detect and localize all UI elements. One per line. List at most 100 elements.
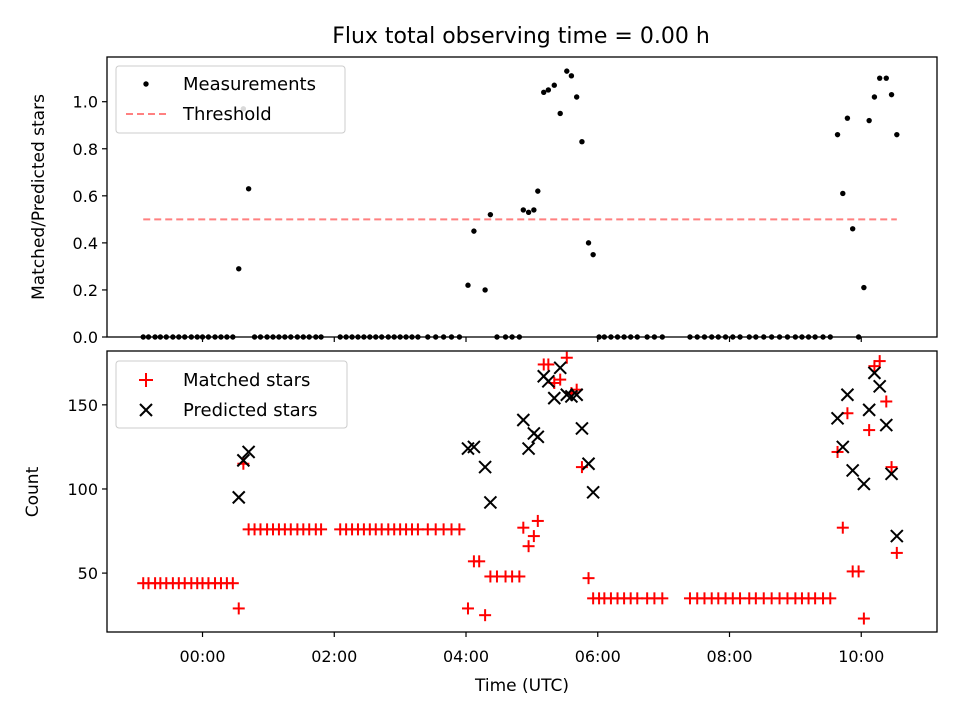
- top-y-axis-label: Matched/Predicted stars: [29, 94, 49, 300]
- measurement-point: [871, 94, 878, 100]
- measurement-point: [834, 131, 841, 138]
- predicted-star-point: [547, 391, 561, 405]
- measurement-point: [471, 228, 477, 234]
- predicted-star-point: [872, 379, 887, 394]
- matched-star-point: [873, 355, 886, 368]
- measurement-point: [568, 73, 575, 79]
- matched-star-point: [885, 461, 898, 474]
- legend-matched-marker: [139, 373, 153, 387]
- measurement-point: [579, 139, 585, 145]
- matched-star-point: [461, 602, 474, 615]
- predicted-star-point: [531, 430, 545, 444]
- measurement-point: [849, 226, 856, 232]
- top-legend: Measurements Threshold: [115, 65, 346, 134]
- matched-star-point: [836, 521, 849, 534]
- predicted-star-point: [569, 388, 584, 402]
- predicted-star-point: [857, 477, 871, 491]
- x-tick-label: 06:00: [575, 647, 621, 666]
- measurement-point: [888, 91, 895, 98]
- x-tick-label: 00:00: [179, 647, 225, 666]
- legend-predicted-marker: [139, 403, 153, 417]
- matched-star-point: [824, 592, 837, 605]
- top-axes-frame: [106, 56, 938, 338]
- bottom-axes-frame: [106, 350, 938, 633]
- matched-star-point: [542, 358, 555, 371]
- matched-star-point: [527, 530, 540, 543]
- predicted-star-point: [516, 413, 531, 427]
- measurement-point: [876, 75, 883, 81]
- measurement-point: [861, 284, 867, 291]
- chart-title: Flux total observing time = 0.00 h: [332, 24, 710, 49]
- measurement-point: [531, 207, 537, 213]
- matched-star-point: [315, 523, 328, 536]
- measurement-point: [883, 75, 889, 81]
- predicted-star-point: [232, 490, 246, 505]
- measurement-point: [236, 266, 242, 272]
- matched-star-point: [857, 612, 870, 625]
- measurement-point: [525, 209, 532, 215]
- predicted-star-point: [586, 485, 600, 500]
- top-y-tick-label: 1.0: [73, 93, 98, 112]
- predicted-star-point: [575, 421, 589, 436]
- matched-star-point: [863, 424, 876, 437]
- measurement-point: [844, 115, 851, 121]
- top-y-tick-label: 0.2: [73, 281, 98, 300]
- measurement-point: [590, 251, 596, 258]
- x-tick-label: 04:00: [443, 647, 489, 666]
- measurement-point: [482, 287, 488, 293]
- measurement-point: [487, 211, 494, 218]
- bottom-legend: Matched stars Predicted stars: [115, 360, 348, 429]
- matched-star-point: [554, 373, 567, 386]
- top-y-tick-label: 0.4: [73, 234, 98, 253]
- matched-star-point: [232, 602, 245, 615]
- predicted-star-point: [890, 529, 904, 543]
- predicted-star-point: [521, 441, 536, 456]
- matched-star-point: [852, 565, 865, 578]
- measurement-point: [894, 131, 900, 138]
- matched-star-point: [656, 592, 669, 605]
- matched-star-point: [522, 540, 535, 553]
- predicted-star-point: [879, 418, 893, 432]
- measurement-point: [564, 68, 570, 74]
- measurement-point: [557, 110, 563, 117]
- legend-measurements-marker: [143, 81, 149, 87]
- top-y-tick-label: 0.8: [73, 140, 98, 159]
- measurement-point: [520, 207, 527, 213]
- predicted-star-point: [836, 440, 850, 454]
- matched-star-point: [453, 523, 466, 536]
- measurement-point: [840, 190, 846, 197]
- predicted-star-point: [483, 495, 498, 510]
- bottom-y-tick-label: 100: [67, 480, 98, 499]
- predicted-star-point: [236, 453, 251, 468]
- predicted-star-point: [553, 361, 567, 375]
- x-tick-label: 02:00: [311, 647, 357, 666]
- predicted-star-point: [845, 463, 860, 478]
- predicted-star-point: [867, 366, 882, 380]
- matched-star-point: [517, 521, 530, 534]
- predicted-star-point: [581, 457, 596, 471]
- bottom-y-axis-label: Count: [23, 466, 43, 517]
- measurement-point: [245, 186, 252, 192]
- top-y-tick-label: 0.0: [73, 328, 98, 347]
- top-y-tick-label: 0.6: [73, 187, 98, 206]
- legend-measurements-label: Measurements: [183, 74, 316, 95]
- legend-threshold-label: Threshold: [182, 104, 272, 125]
- matched-star-point: [226, 577, 239, 590]
- matched-star-point: [582, 572, 595, 585]
- measurement-point: [573, 94, 580, 100]
- measurement-point: [585, 240, 592, 246]
- matched-star-point: [880, 395, 893, 408]
- legend-matched-label: Matched stars: [183, 370, 310, 391]
- measurement-point: [866, 117, 872, 124]
- predicted-star-point: [478, 460, 492, 474]
- predicted-star-point: [830, 411, 845, 426]
- x-tick-label: 08:00: [706, 647, 752, 666]
- measurement-point: [551, 82, 557, 88]
- predicted-star-point: [241, 445, 256, 459]
- matched-star-point: [479, 609, 492, 622]
- legend-predicted-label: Predicted stars: [183, 400, 317, 421]
- measurement-point: [535, 188, 541, 194]
- x-axis-label: Time (UTC): [474, 676, 569, 696]
- predicted-star-point: [884, 467, 899, 481]
